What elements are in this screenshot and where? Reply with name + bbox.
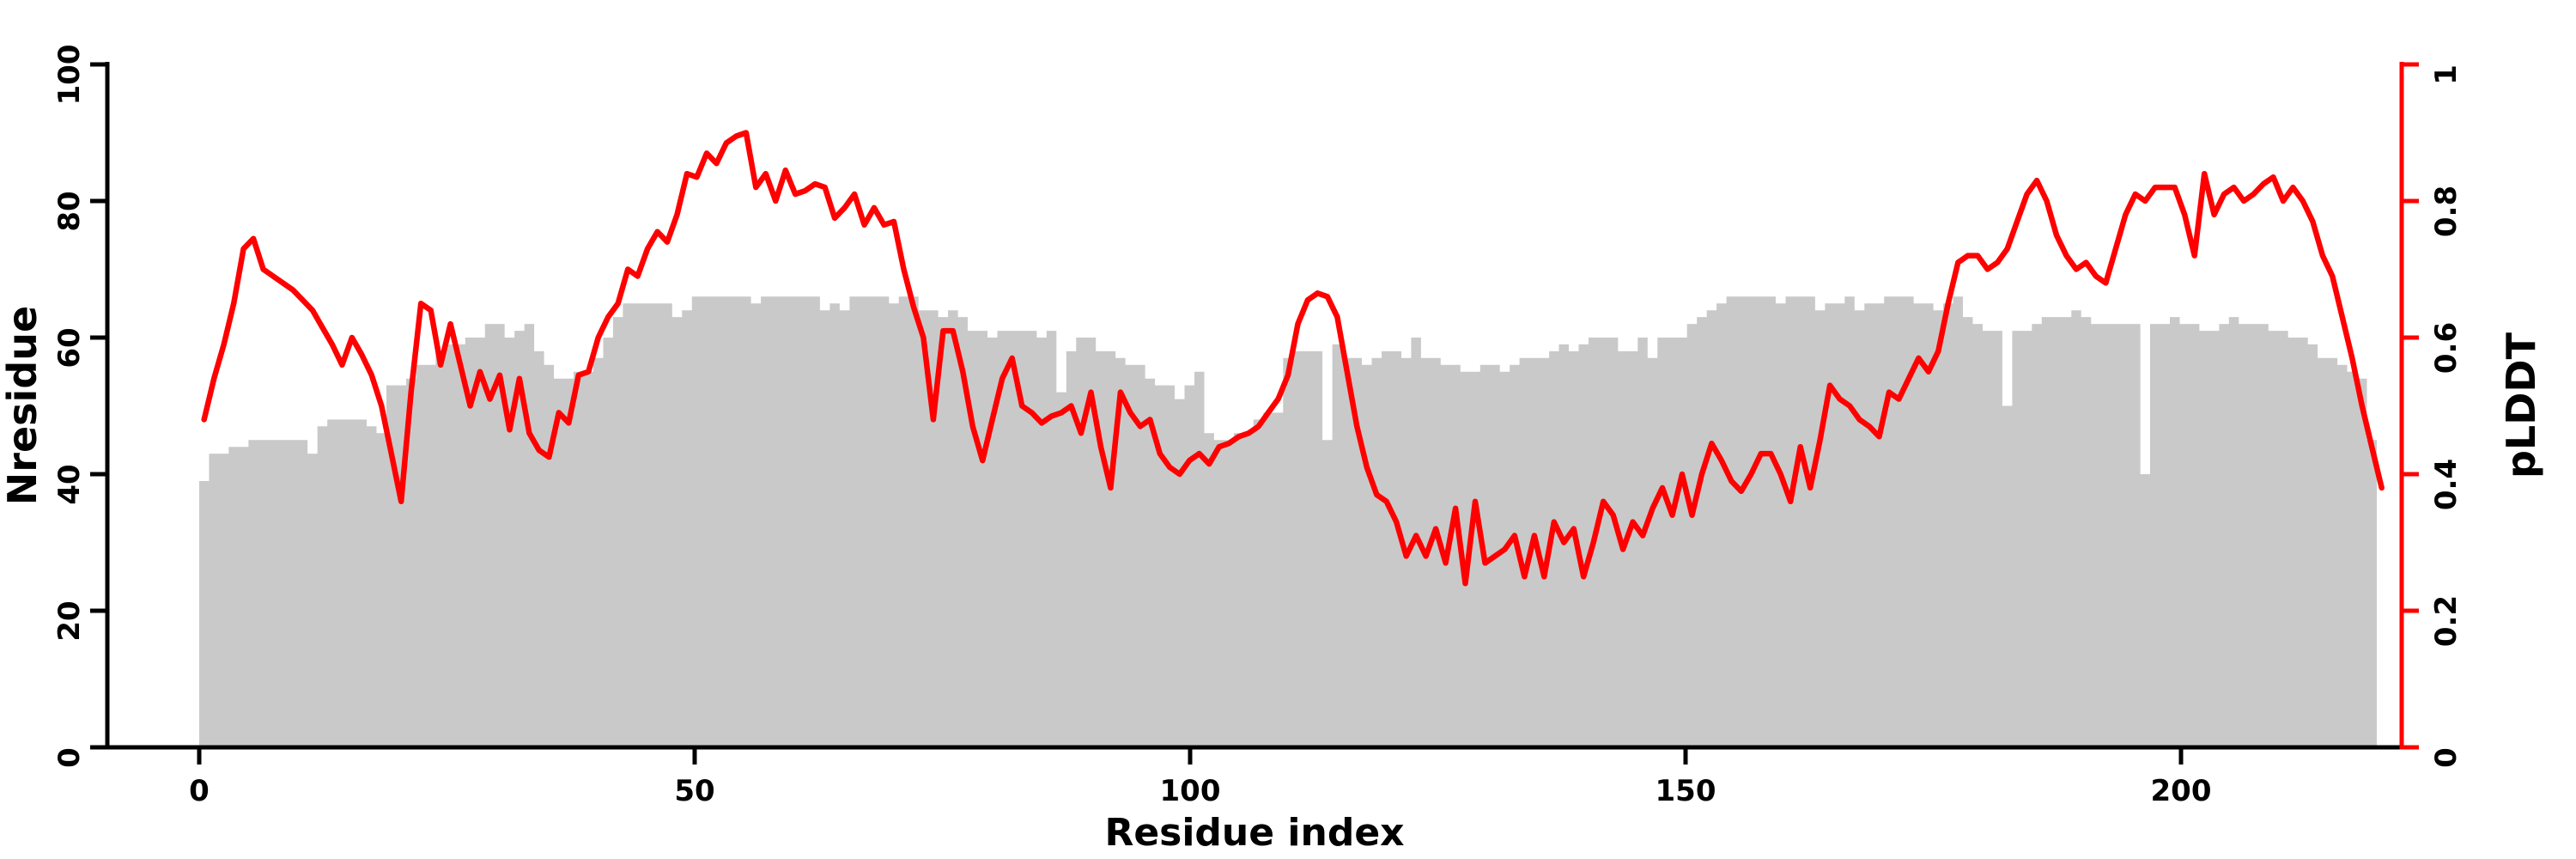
tick-label: 0	[189, 774, 210, 808]
x-axis-ticks: 0 50 100 150 200	[189, 747, 2211, 808]
tick-label: 1	[2429, 64, 2464, 85]
left-axis-ticks: 0 20 40 60 80 100	[52, 45, 107, 768]
tick-label: 20	[52, 600, 87, 641]
tick-label: 80	[52, 191, 87, 231]
tick-label: 0.8	[2429, 186, 2464, 237]
nresidue-bars-series	[199, 296, 2377, 747]
plddt-line-series	[201, 130, 2385, 587]
tick-label: 50	[674, 774, 714, 808]
tick-label: 0.2	[2429, 595, 2464, 647]
right-y-axis-title: pLDDT	[2498, 332, 2544, 478]
tick-label: 60	[52, 327, 87, 368]
left-y-axis-title: Nresidue	[0, 306, 46, 505]
tick-label: 0	[52, 747, 87, 768]
tick-label: 0	[2429, 747, 2464, 768]
tick-label: 40	[52, 464, 87, 504]
tick-label: 0.6	[2429, 322, 2464, 374]
tick-label: 0.4	[2429, 459, 2464, 510]
tick-label: 200	[2151, 774, 2212, 808]
right-axis-ticks: 0 0.2 0.4 0.6 0.8 1	[2402, 62, 2464, 768]
tick-label: 100	[1160, 774, 1221, 808]
tick-label: 150	[1656, 774, 1716, 808]
x-axis-title: Residue index	[1104, 811, 1404, 855]
tick-label: 100	[52, 45, 87, 106]
